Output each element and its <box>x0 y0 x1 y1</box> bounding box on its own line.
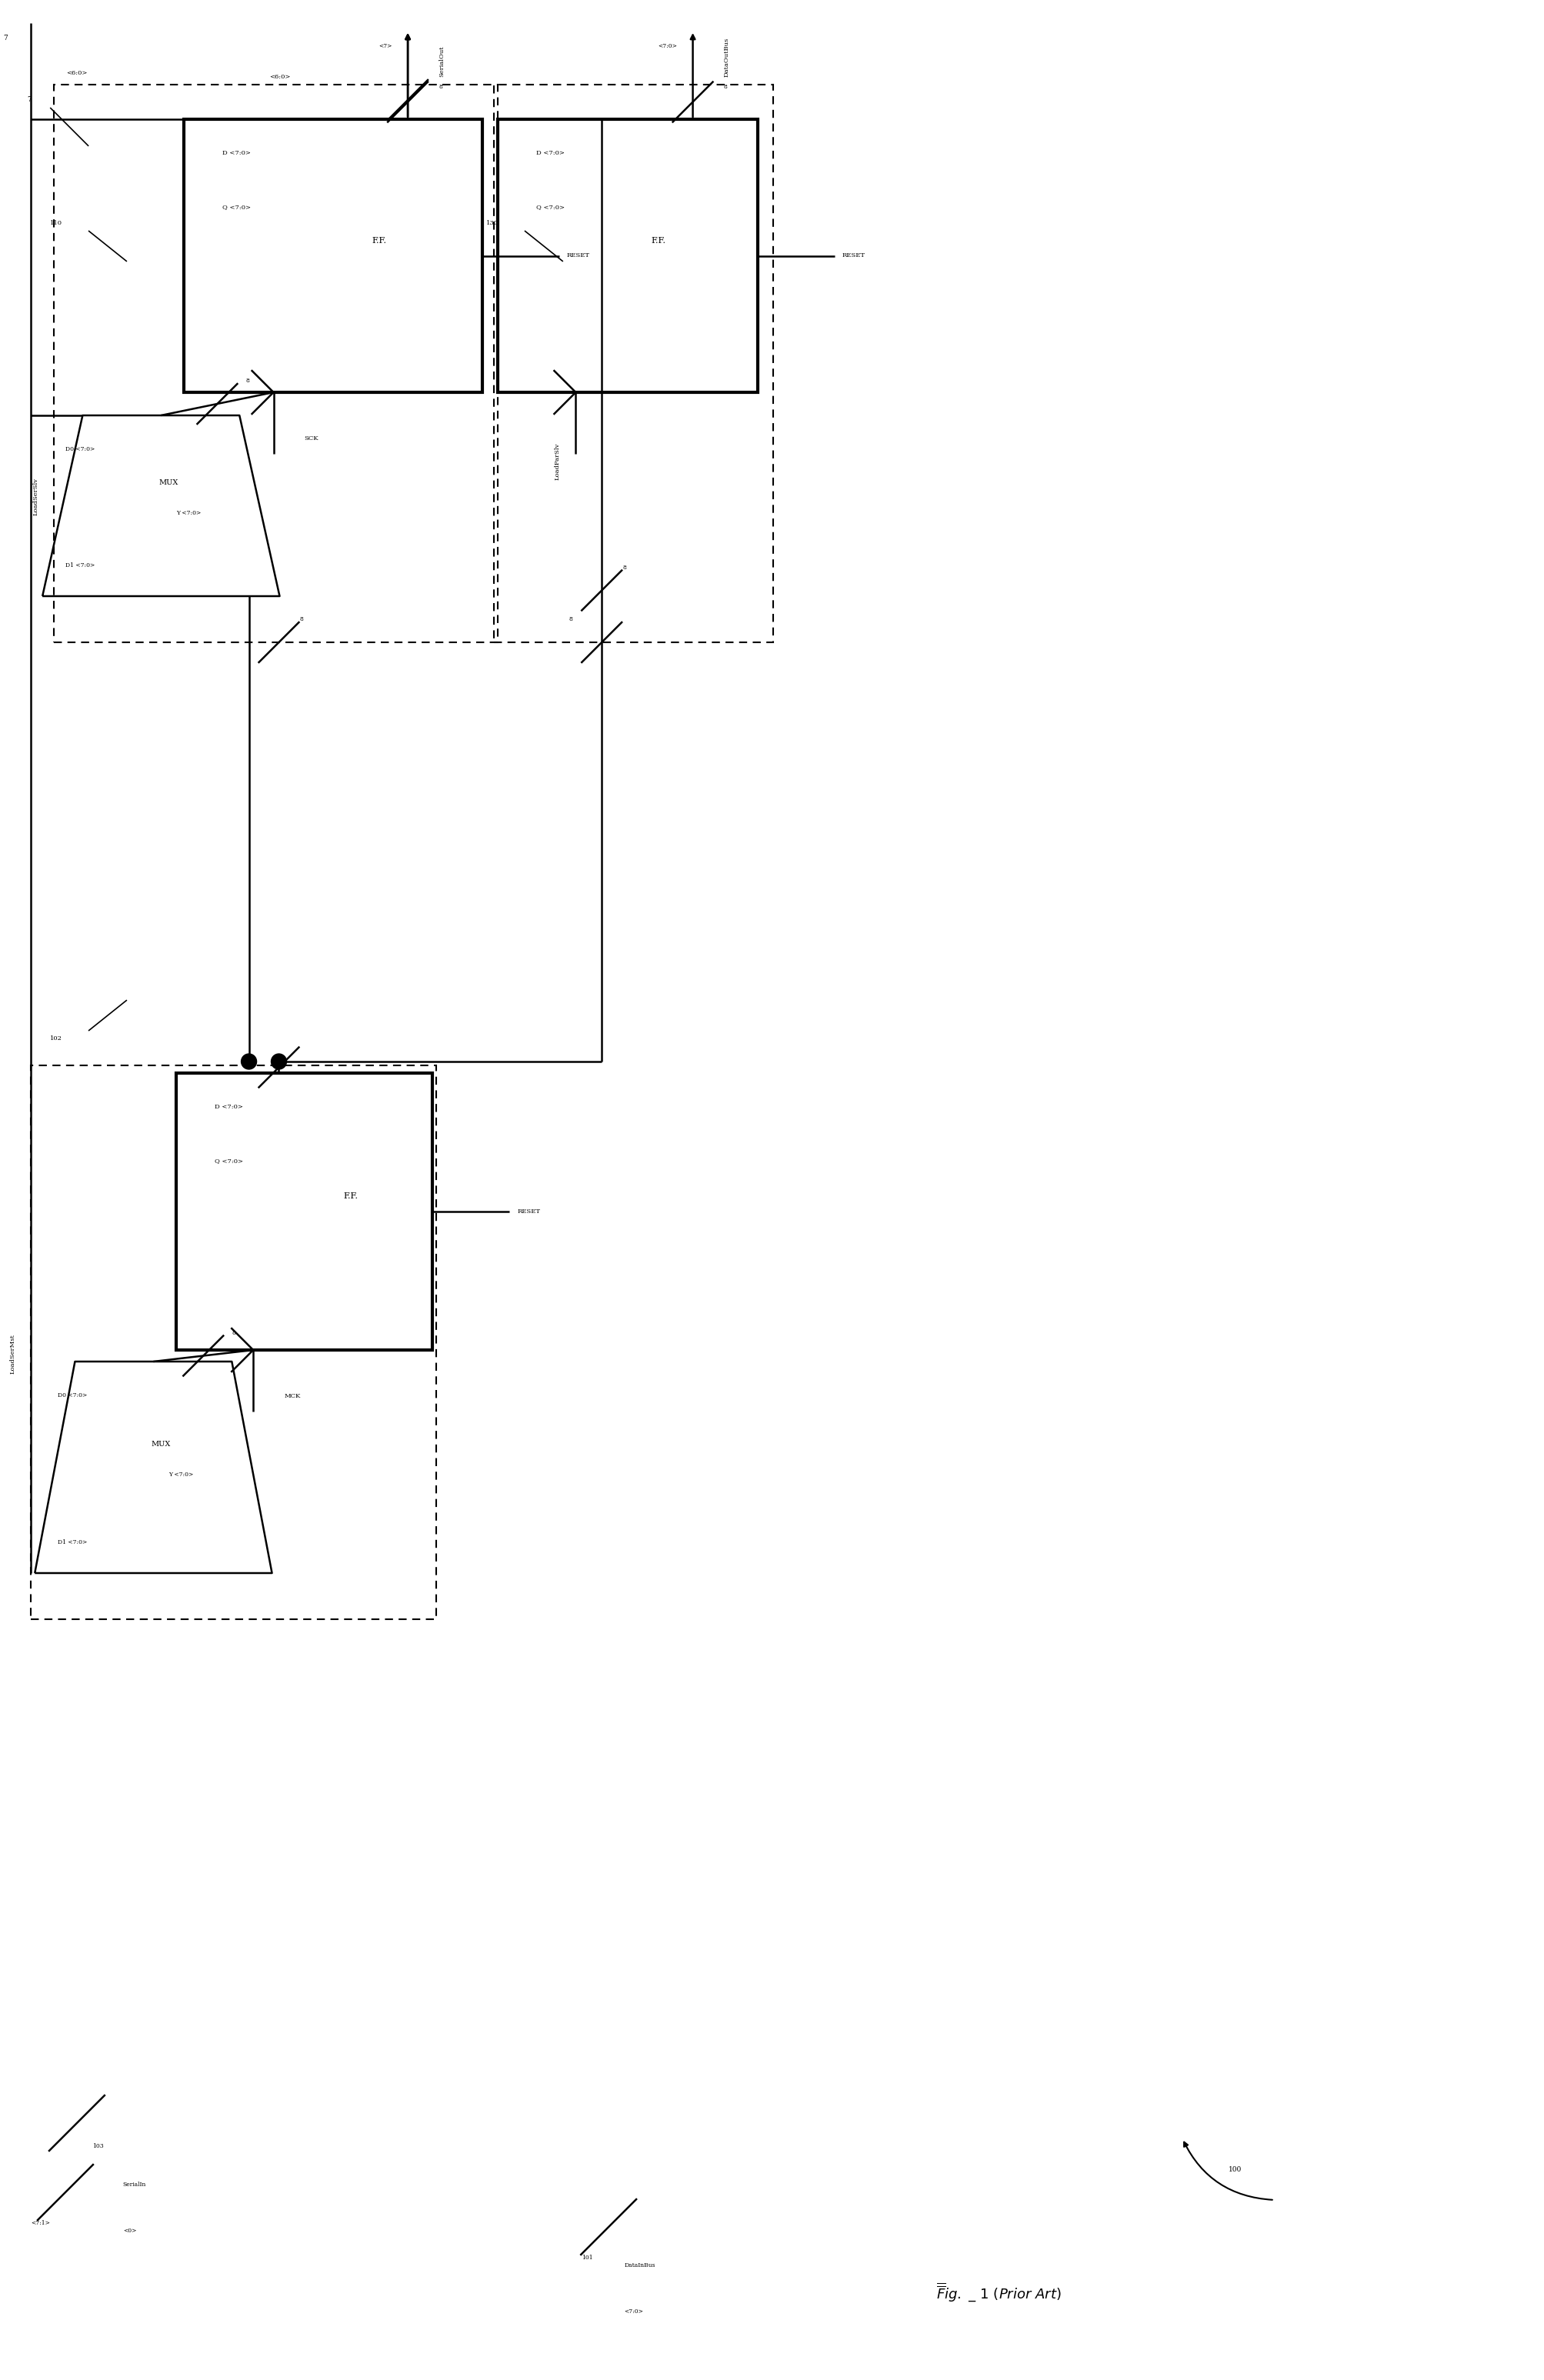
Text: D0 <7:0>: D0 <7:0> <box>57 1392 88 1399</box>
Text: 100: 100 <box>1229 2166 1241 2173</box>
Text: <6:0>: <6:0> <box>66 69 88 76</box>
Text: MUX: MUX <box>159 478 179 486</box>
Text: $\overline{\overline{F}}ig.\ \_\ 1\ (Prior\ Art)$: $\overline{\overline{F}}ig.\ \_\ 1\ (Pri… <box>936 2280 1061 2304</box>
Text: 7: 7 <box>28 98 31 102</box>
Text: Y <7:0>: Y <7:0> <box>168 1471 193 1478</box>
Text: DataInBus: DataInBus <box>624 2263 655 2268</box>
Bar <box>497 119 758 393</box>
Text: LoadSerSlv: LoadSerSlv <box>32 478 39 514</box>
Circle shape <box>272 1054 287 1069</box>
Text: <7>: <7> <box>380 43 392 50</box>
Text: D <7:0>: D <7:0> <box>222 150 250 157</box>
Text: D <7:0>: D <7:0> <box>215 1104 242 1109</box>
Text: F.F.: F.F. <box>652 236 665 245</box>
Text: D1 <7:0>: D1 <7:0> <box>57 1540 88 1545</box>
Text: 8: 8 <box>245 378 250 383</box>
Text: 102: 102 <box>49 1035 62 1042</box>
Text: 8: 8 <box>438 83 442 90</box>
Circle shape <box>241 1054 256 1069</box>
Text: LoadSerMst: LoadSerMst <box>9 1333 15 1373</box>
Text: Q <7:0>: Q <7:0> <box>536 205 565 209</box>
Text: 8: 8 <box>724 83 727 90</box>
Text: <0>: <0> <box>124 2228 136 2235</box>
Bar <box>31 1066 437 1618</box>
Bar <box>494 86 774 643</box>
Text: DataOutBus: DataOutBus <box>724 38 730 76</box>
Text: RESET: RESET <box>843 252 865 259</box>
Text: 130: 130 <box>486 219 499 226</box>
Text: Q <7:0>: Q <7:0> <box>215 1157 244 1164</box>
Text: F.F.: F.F. <box>343 1192 358 1200</box>
Text: SerialOut: SerialOut <box>438 45 445 76</box>
Text: MCK: MCK <box>284 1392 301 1399</box>
Text: <7:0>: <7:0> <box>658 43 678 50</box>
Text: 8: 8 <box>232 1330 236 1335</box>
Text: Y <7:0>: Y <7:0> <box>176 509 201 516</box>
Bar <box>176 1073 432 1349</box>
Text: 7: 7 <box>3 36 8 43</box>
Text: 110: 110 <box>49 219 62 226</box>
Text: 101: 101 <box>582 2254 593 2261</box>
Text: <6:0>: <6:0> <box>269 74 290 81</box>
Bar <box>184 119 482 393</box>
Text: SCK: SCK <box>304 436 318 440</box>
Text: F.F.: F.F. <box>372 236 386 245</box>
Text: LoadParSlv: LoadParSlv <box>554 443 560 481</box>
Text: D1 <7:0>: D1 <7:0> <box>65 562 94 569</box>
Text: SerialIn: SerialIn <box>124 2182 147 2187</box>
Text: D <7:0>: D <7:0> <box>536 150 565 157</box>
Text: <7:1>: <7:1> <box>31 2221 49 2225</box>
Text: 8: 8 <box>300 616 304 621</box>
Text: 8: 8 <box>622 564 627 571</box>
Text: Q <7:0>: Q <7:0> <box>222 205 250 209</box>
Text: 8: 8 <box>570 616 573 621</box>
Text: RESET: RESET <box>567 252 590 259</box>
Text: 103: 103 <box>93 2142 103 2149</box>
Text: <7:0>: <7:0> <box>624 2309 644 2313</box>
Text: MUX: MUX <box>151 1440 171 1447</box>
Bar <box>54 86 497 643</box>
Text: RESET: RESET <box>517 1209 540 1214</box>
Text: D0 <7:0>: D0 <7:0> <box>65 445 94 452</box>
